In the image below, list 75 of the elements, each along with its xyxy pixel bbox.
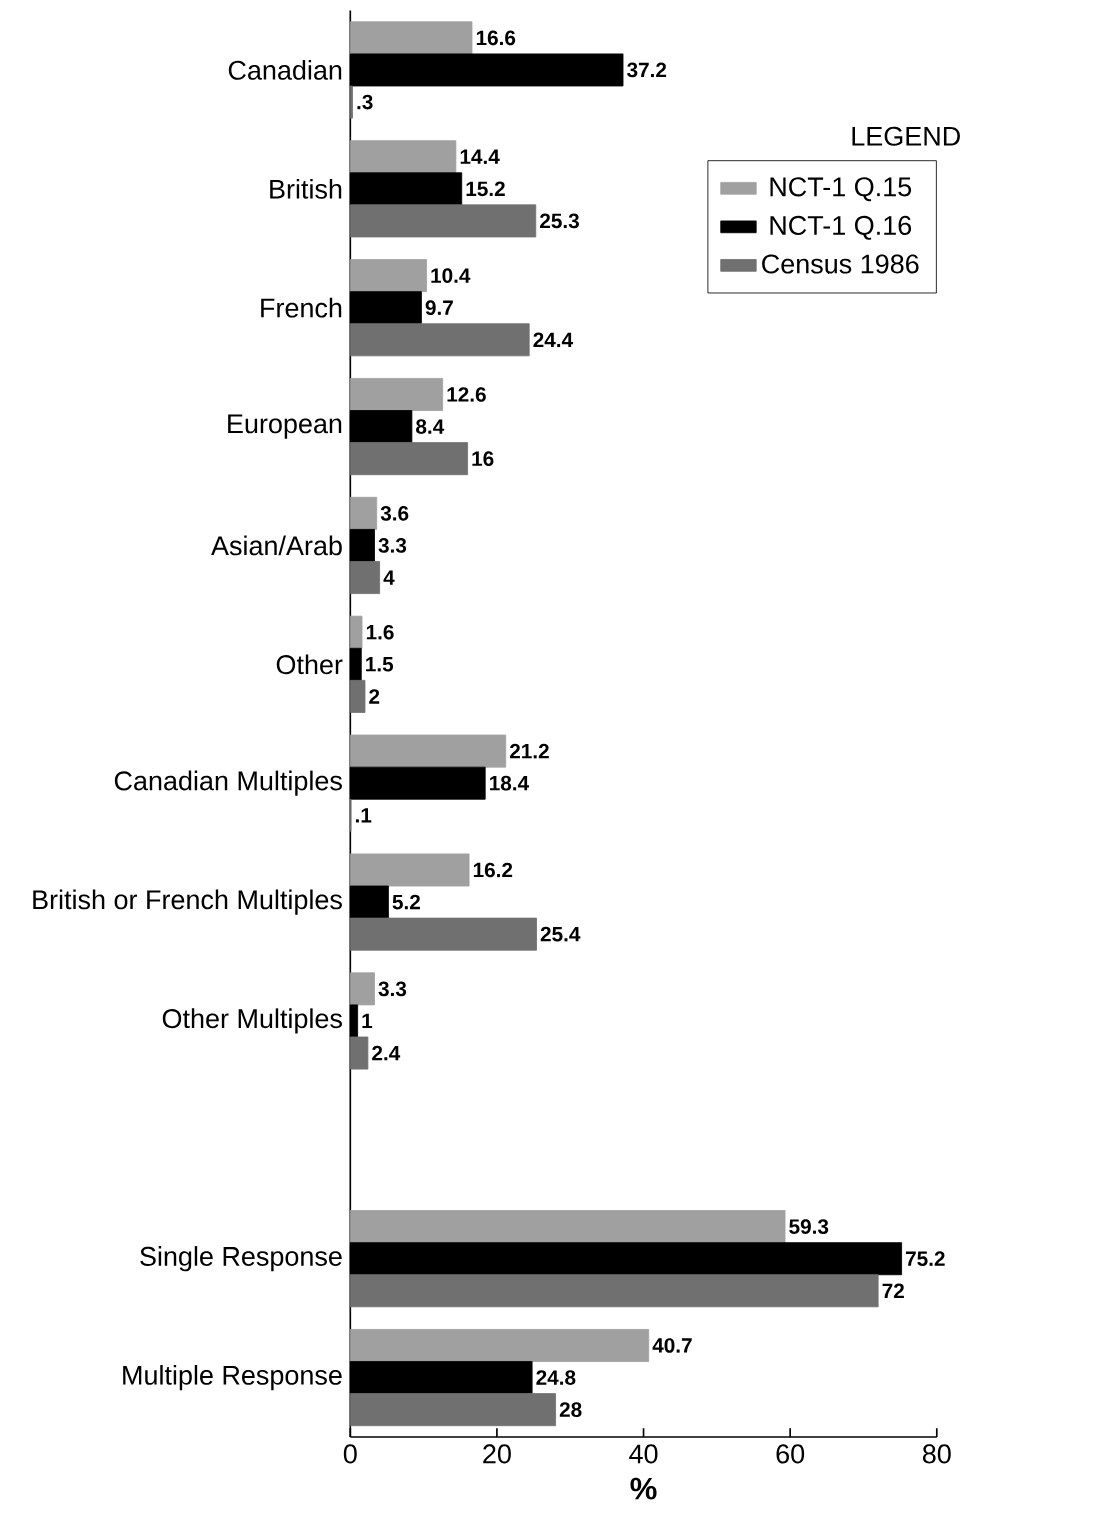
data-label: 21.2 [509,743,549,759]
legend-label: Census 1986 [761,254,919,274]
data-label: .1 [355,808,372,823]
y-tick-label: Canadian [228,60,342,80]
y-tick-label: British [270,178,342,199]
bar [349,561,380,595]
bar [349,259,427,293]
data-label: 5.2 [392,894,420,910]
x-tick-label: 60 [776,1444,804,1464]
data-label: 18.4 [489,775,529,791]
x-tick-label: 20 [483,1444,511,1464]
data-label: 15.2 [466,181,505,197]
y-tick-label: Other Multiples [162,1008,342,1034]
data-label: 12.6 [447,387,486,402]
x-tick-label: 40 [629,1444,658,1464]
bar [349,442,468,476]
data-label: 10.4 [431,268,471,283]
data-label: 2.4 [371,1045,401,1061]
data-label: 8.4 [415,419,444,434]
bar [349,917,537,951]
bar [349,679,366,713]
y-tick-label: French [261,297,342,318]
bar [349,972,375,1006]
data-label: 3.3 [378,981,406,997]
data-label: 25.3 [539,213,579,229]
data-label: 4 [383,570,395,585]
legend-label: NCT-1 Q.15 [770,177,911,202]
legend-title: LEGEND [852,126,960,146]
data-label: 72 [882,1283,904,1299]
data-label: 16.6 [476,30,516,46]
data-label: 28 [559,1402,582,1418]
bar [349,21,473,55]
bar [349,1210,786,1244]
data-label: 16 [472,451,494,467]
y-tick-label: European [228,414,342,439]
data-label: .3 [357,94,373,110]
data-label: 75.2 [905,1251,945,1267]
data-label: 3.3 [378,538,406,553]
y-tick-label: Single Response [140,1246,342,1272]
x-tick-label: 0 [343,1444,357,1464]
x-tick-label: 80 [922,1444,951,1464]
data-label: 16.2 [473,862,513,878]
y-tick-label: Multiple Response [123,1364,342,1391]
data-label: 1.6 [366,624,394,640]
bar [349,323,530,357]
data-label: 1.5 [365,657,393,672]
bar [349,204,537,238]
data-label: 3.6 [380,506,409,521]
bar [349,1274,879,1308]
y-tick-label: Other [276,654,343,675]
bar [349,140,457,174]
data-label: 24.4 [533,332,573,348]
data-label: 14.4 [460,149,500,164]
bar [349,1329,649,1362]
data-label: 25.4 [540,926,581,942]
bar [349,734,506,768]
x-axis-title: % [630,1477,657,1500]
bar [349,85,353,119]
bar [349,853,470,887]
bar [349,1393,556,1427]
data-label: 24.8 [536,1370,576,1385]
data-label: 37.2 [626,62,666,78]
y-tick-label: Canadian Multiples [114,770,342,796]
y-tick-label: Asian/Arab [210,535,342,556]
data-label: 2 [369,689,380,704]
bar [349,378,443,411]
data-label: 9.7 [425,300,453,316]
legend-label: NCT-1 Q.16 [770,215,911,240]
bar [349,1036,369,1070]
y-tick-label: British or French Multiples [33,889,342,915]
data-label: 59.3 [789,1219,829,1234]
data-label: 40.7 [652,1338,692,1353]
bar [349,615,363,649]
data-label: 1 [362,1013,372,1029]
bar [349,496,377,530]
